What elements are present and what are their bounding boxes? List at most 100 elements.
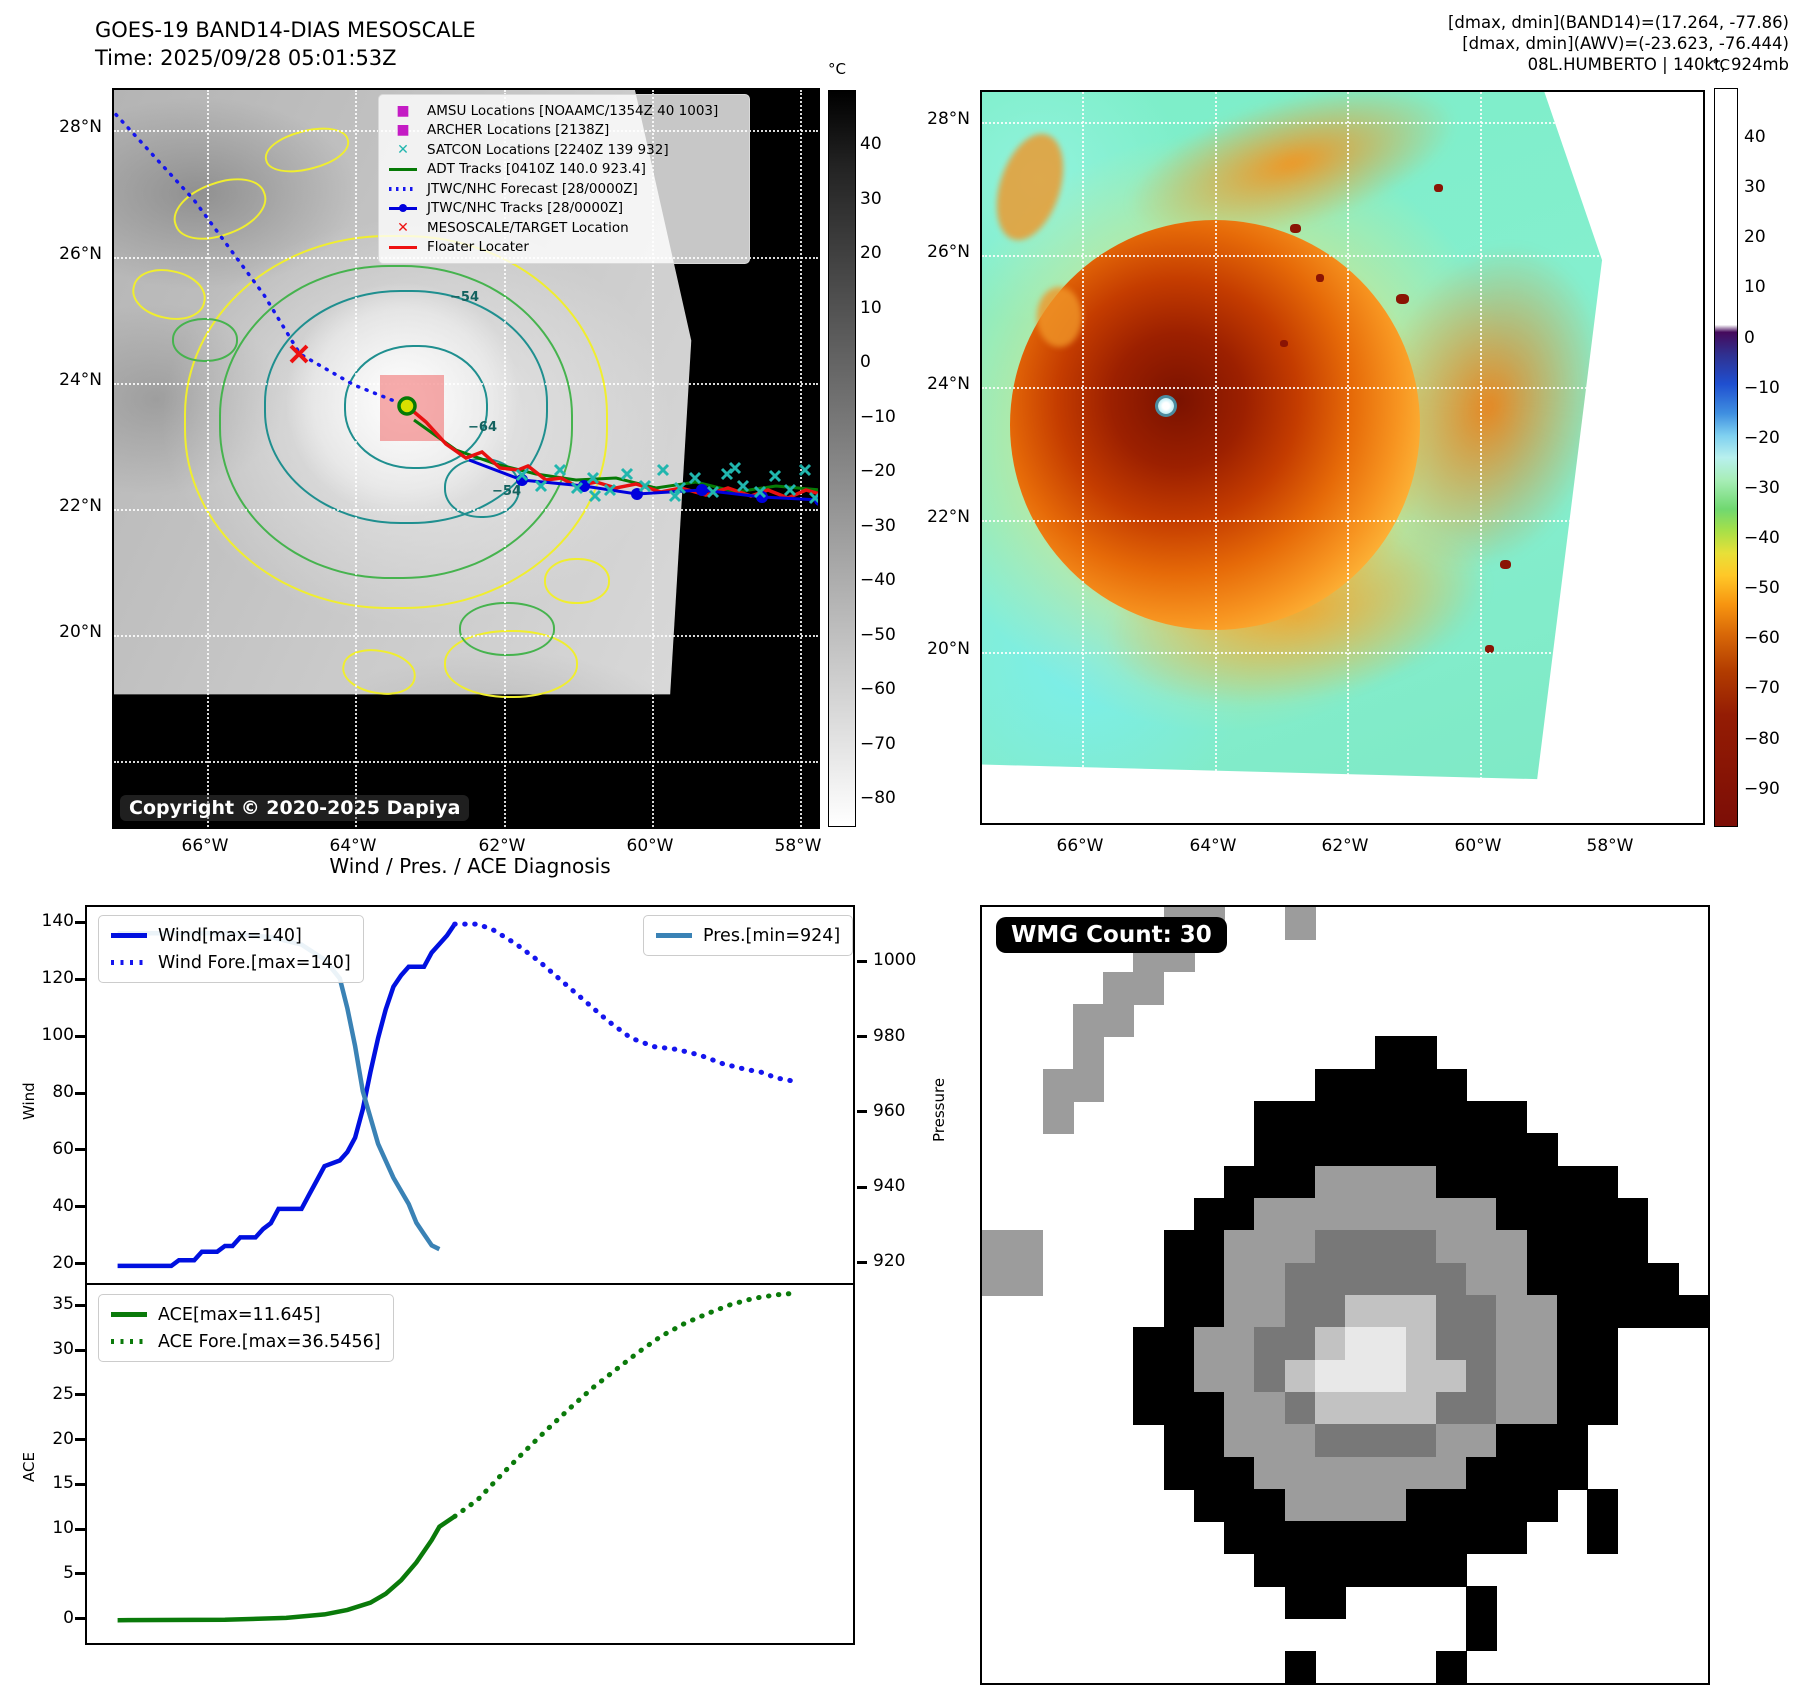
chart-legend-line-sample — [111, 1339, 147, 1344]
colorbar-tick-label: −40 — [860, 570, 896, 591]
wmg-pixel — [1435, 1068, 1467, 1102]
wmg-pixel — [1496, 1327, 1528, 1361]
colorbar-tick-label: 40 — [1744, 127, 1766, 148]
wmg-pixel — [1345, 1424, 1376, 1458]
square-legend-marker: ■ — [396, 102, 410, 119]
chart-legend-line-sample — [111, 960, 147, 965]
wmg-pixel — [1587, 1392, 1618, 1425]
wmg-pixel — [1587, 1521, 1618, 1555]
wmg-pixel — [1375, 1036, 1407, 1070]
axis-tick-label: 100 — [41, 1025, 74, 1046]
wmg-pixel — [1526, 1165, 1558, 1199]
contour-yellow-fragment — [544, 558, 610, 604]
wmg-pixel — [1254, 1359, 1286, 1393]
wmg-pixel — [1405, 1327, 1437, 1361]
series-forecast — [452, 921, 795, 1084]
legend-line-sample — [389, 186, 417, 191]
chart-legend-item: Wind Fore.[max=140] — [111, 949, 351, 976]
wmg-pixel — [1405, 1295, 1437, 1328]
wmg-pixel — [1254, 1521, 1286, 1555]
axis-tick-label: 60 — [52, 1138, 74, 1159]
wmg-pixel — [1314, 1230, 1346, 1264]
wmg-pixel — [1345, 1198, 1376, 1231]
wmg-pixel — [1435, 1489, 1467, 1522]
gridline-vertical — [207, 90, 209, 827]
chart-legend-label: ACE Fore.[max=36.5456] — [158, 1331, 381, 1352]
legend-line-sample — [389, 245, 417, 249]
wmg-pixel — [1466, 1230, 1497, 1264]
wmg-pixel — [1284, 1392, 1316, 1425]
wmg-pixel — [1405, 1553, 1437, 1587]
legend-label: JTWC/NHC Tracks [28/0000Z] — [427, 200, 624, 217]
wmg-pixel — [1193, 1295, 1225, 1328]
wmg-pixel — [1284, 1456, 1316, 1490]
gridline-vertical — [1480, 92, 1482, 823]
line-dot-legend-marker — [387, 201, 419, 216]
wmg-pixel — [1345, 1068, 1376, 1102]
colorbar-tick-label: −30 — [1744, 477, 1780, 498]
wmg-pixel — [1193, 1262, 1225, 1296]
axis-tick-mark — [75, 1148, 85, 1152]
cold-speck — [1396, 294, 1409, 304]
wmg-pixel — [1314, 1456, 1346, 1490]
wmg-pixel — [1405, 1521, 1437, 1555]
colorbar-tick-label: −80 — [860, 788, 896, 809]
wmg-pixel — [1526, 1392, 1558, 1425]
axis-tick-mark — [75, 1572, 85, 1576]
wmg-pixel — [1254, 1456, 1286, 1490]
wmg-pixel — [1345, 1295, 1376, 1328]
x-legend-marker: ✕ — [397, 219, 409, 236]
wmg-pixel — [1284, 1165, 1316, 1199]
gridline-horizontal — [114, 383, 818, 385]
wmg-pixel — [1042, 1101, 1074, 1134]
colorbar-tick-label: −70 — [1744, 678, 1780, 699]
wmg-pixel — [1224, 1165, 1255, 1199]
wmg-pixel — [1254, 1424, 1286, 1458]
storm-info-header: [dmax, dmin](BAND14)=(17.264, -77.86) [d… — [1448, 12, 1789, 75]
wmg-pixel — [1526, 1230, 1558, 1264]
wmg-pixel — [1133, 1327, 1165, 1361]
axis-tick-label: 1000 — [873, 950, 917, 971]
wmg-pixel — [1526, 1489, 1558, 1522]
wmg-pixel — [1254, 1295, 1286, 1328]
wmg-pixel — [1496, 1392, 1528, 1425]
wmg-pixel — [1193, 1230, 1225, 1264]
wmg-pixel — [1224, 1295, 1255, 1328]
lat-tick-label: 26°N — [927, 242, 970, 262]
wmg-pixel — [1435, 1650, 1467, 1683]
right-colorbar-unit: °C — [1712, 56, 1730, 74]
wmg-pixel — [1254, 1101, 1286, 1134]
axis-tick-mark — [857, 959, 867, 963]
square-legend-marker: ■ — [396, 122, 410, 139]
wmg-pixel — [1314, 1489, 1346, 1522]
legend-label: ARCHER Locations [2138Z] — [427, 122, 610, 139]
line-legend-marker — [387, 162, 419, 177]
cold-speck — [1500, 560, 1511, 569]
wmg-pixel — [1405, 1230, 1437, 1264]
lat-tick-label: 26°N — [59, 244, 102, 264]
wmg-pixel — [1466, 1359, 1497, 1393]
axis-tick-label: 30 — [52, 1339, 74, 1360]
gridline-horizontal — [982, 520, 1703, 522]
wmg-pixel — [1435, 1521, 1467, 1555]
wmg-pixel — [1405, 1456, 1437, 1490]
colorbar-tick-label: 0 — [860, 352, 871, 373]
wmg-pixel — [1193, 1456, 1225, 1490]
chart-title: Wind / Pres. / ACE Diagnosis — [329, 854, 611, 878]
wmg-pixel — [1193, 1424, 1225, 1458]
legend-dot-sample — [399, 204, 407, 213]
chart-legend-line-sample — [111, 933, 147, 938]
colorbar-tick-label: 10 — [1744, 277, 1766, 298]
wmg-pixel — [1496, 1489, 1528, 1522]
dotted-legend-marker — [387, 181, 419, 196]
wmg-pixel — [1284, 1521, 1316, 1555]
wmg-pixel — [1314, 1586, 1346, 1619]
wmg-pixel — [1254, 1133, 1286, 1167]
wmg-pixel — [1435, 1133, 1467, 1167]
wmg-pixel — [1375, 1230, 1407, 1264]
wmg-pixel — [1587, 1165, 1618, 1199]
axis-tick-label: 960 — [873, 1100, 906, 1121]
wmg-pixel — [1496, 1521, 1528, 1555]
axis-tick-label: 40 — [52, 1195, 74, 1216]
gridline-vertical — [504, 90, 506, 827]
